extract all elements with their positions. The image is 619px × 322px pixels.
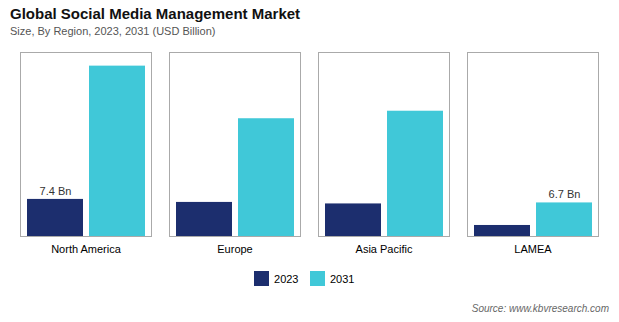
svg-text:7.4 Bn: 7.4 Bn xyxy=(40,185,72,197)
svg-text:6.7 Bn: 6.7 Bn xyxy=(549,188,581,200)
html-text:Source: www.kbvresearch.com: Source: www.kbvresearch.com xyxy=(471,302,609,314)
html-text:2031: 2031 xyxy=(330,272,355,285)
svg-text:LAMEA: LAMEA xyxy=(514,243,552,255)
html-text:2023: 2023 xyxy=(274,272,299,285)
html-text:Size, By Region, 2023, 2031 (U: Size, By Region, 2023, 2031 (USD Billion… xyxy=(10,25,216,37)
html-text:Global Social Media Management: Global Social Media Management Market xyxy=(10,5,301,22)
svg-text:Asia Pacific: Asia Pacific xyxy=(356,243,413,255)
svg-text:North America: North America xyxy=(51,243,122,255)
svg-text:Europe: Europe xyxy=(217,243,252,255)
